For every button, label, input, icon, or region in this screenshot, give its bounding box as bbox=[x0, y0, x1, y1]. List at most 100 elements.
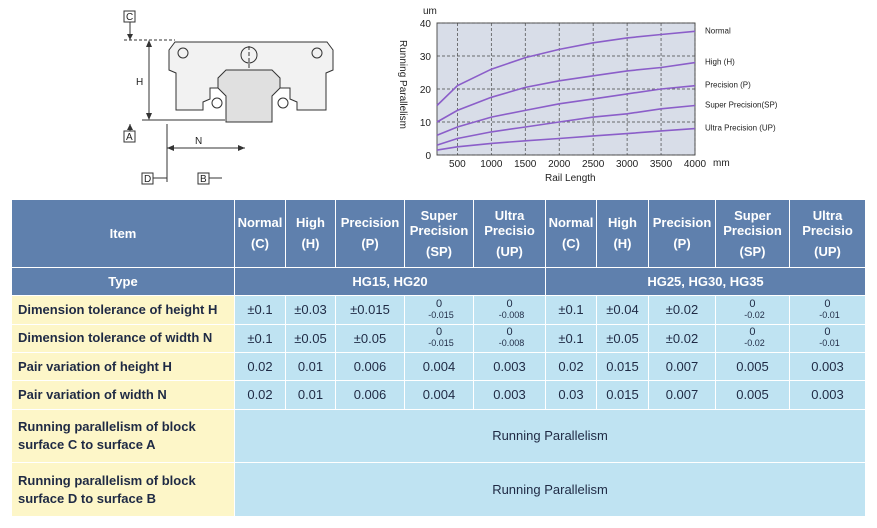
table-cell: 0.006 bbox=[335, 351, 405, 382]
table-cell: ±0.02 bbox=[648, 295, 716, 325]
x-tick-label: 1000 bbox=[480, 159, 503, 170]
grade-header: Super Precision (SP) bbox=[404, 199, 474, 268]
x-tick-label: 2000 bbox=[548, 159, 571, 170]
y-axis-label: Running Parallelism bbox=[397, 40, 408, 129]
table-cell: 0.005 bbox=[715, 380, 790, 410]
table-cell: ±0.05 bbox=[285, 323, 336, 353]
y-tick-label: 40 bbox=[420, 19, 432, 30]
grade-header: High (H) bbox=[285, 199, 336, 268]
table-cell: 0 -0.02 bbox=[715, 323, 790, 353]
row-label: Pair variation of height H bbox=[11, 351, 235, 382]
series-labels: Normal High (H) Precision (P) Super Precisi… bbox=[705, 26, 778, 132]
table-cell: 0 -0.008 bbox=[473, 323, 546, 353]
grade-header: Precision (P) bbox=[648, 199, 716, 268]
table-cell: 0.007 bbox=[648, 351, 716, 382]
merged-cell: Running Parallelism bbox=[234, 462, 866, 517]
table-cell: 0 -0.02 bbox=[715, 295, 790, 325]
table-cell: 0.01 bbox=[285, 351, 336, 382]
table-cell: ±0.04 bbox=[596, 295, 649, 325]
row-label-line2: surface D to surface B bbox=[18, 490, 156, 506]
table-cell: 0.003 bbox=[789, 351, 866, 382]
table-row: Pair variation of width N 0.02 0.01 0.006 0.… bbox=[11, 380, 866, 410]
grade-name: High bbox=[296, 215, 325, 231]
running-parallelism-chart: 500 1000 1500 2000 2500 3000 3500 4000 0 10 20 30 4… bbox=[397, 6, 778, 184]
row-label: Dimension tolerance of width N bbox=[11, 323, 235, 353]
table-cell: 0 -0.01 bbox=[789, 295, 866, 325]
grade-name: Precision bbox=[652, 215, 712, 231]
table-cell: 0 -0.015 bbox=[404, 295, 474, 325]
series-label: Ultra Precision (UP) bbox=[705, 124, 776, 133]
grade-header: Precision (P) bbox=[335, 199, 405, 268]
table-row: Running parallelism of block surface C to… bbox=[11, 408, 866, 464]
row-label: Dimension tolerance of height H bbox=[11, 295, 235, 325]
series-label: Precision (P) bbox=[705, 81, 751, 90]
grade-header: High (H) bbox=[596, 199, 649, 268]
x-unit-label: mm bbox=[713, 158, 730, 169]
table-cell: ±0.1 bbox=[545, 295, 597, 325]
x-tick-label: 1500 bbox=[514, 159, 537, 170]
x-axis-label: Rail Length bbox=[545, 173, 596, 184]
grade-code: (C) bbox=[561, 236, 581, 252]
type-row: Type HG15, HG20 HG25, HG30, HG35 bbox=[11, 266, 866, 297]
type-label: Type bbox=[11, 266, 235, 297]
series-label: Normal bbox=[705, 26, 731, 35]
table-cell: ±0.02 bbox=[648, 323, 716, 353]
y-tick-label: 20 bbox=[420, 85, 432, 96]
row-label: Running parallelism of block surface D to… bbox=[11, 462, 235, 517]
grade-header: Ultra Precisio (UP) bbox=[473, 199, 546, 268]
table-cell: 0.01 bbox=[285, 380, 336, 410]
table-cell: 0.004 bbox=[404, 351, 474, 382]
label-d: D bbox=[144, 174, 151, 185]
type-group-2: HG25, HG30, HG35 bbox=[545, 266, 866, 297]
table-row: Pair variation of height H 0.02 0.01 0.006 0… bbox=[11, 351, 866, 382]
table-cell: 0 -0.01 bbox=[789, 323, 866, 353]
table-cell: ±0.015 bbox=[335, 295, 405, 325]
x-tick-label: 3000 bbox=[616, 159, 639, 170]
grade-name: Normal bbox=[237, 215, 283, 231]
label-c: C bbox=[126, 12, 133, 23]
grade-name: Ultra Precisio bbox=[484, 207, 535, 238]
grade-name: High bbox=[608, 215, 637, 231]
grade-name: Super Precision bbox=[723, 207, 782, 238]
series-line bbox=[436, 30, 696, 107]
label-n: N bbox=[195, 136, 202, 147]
table-cell: 0 -0.008 bbox=[473, 295, 546, 325]
type-group-1: HG15, HG20 bbox=[234, 266, 546, 297]
grade-header: Super Precision (SP) bbox=[715, 199, 790, 268]
grade-code: (C) bbox=[250, 236, 270, 252]
y-tick-labels: 0 10 20 30 40 bbox=[420, 19, 432, 162]
item-header: Item bbox=[11, 199, 235, 268]
grade-code: (SP) bbox=[426, 243, 452, 259]
series-line bbox=[436, 127, 696, 151]
row-label: Pair variation of width N bbox=[11, 380, 235, 410]
table-cell: 0.02 bbox=[234, 351, 286, 382]
table-cell: ±0.03 bbox=[285, 295, 336, 325]
grade-header: Normal (C) bbox=[234, 199, 286, 268]
label-h: H bbox=[136, 77, 143, 88]
table-cell: ±0.1 bbox=[545, 323, 597, 353]
table-cell: ±0.05 bbox=[335, 323, 405, 353]
series-line bbox=[436, 84, 696, 136]
grade-code: (SP) bbox=[739, 243, 766, 259]
label-a: A bbox=[126, 132, 133, 143]
row-label: Running parallelism of block surface C to… bbox=[11, 408, 235, 464]
table-cell: 0.003 bbox=[473, 351, 546, 382]
table-cell: 0.02 bbox=[234, 380, 286, 410]
table-row: Dimension tolerance of height H ±0.1 ±0.03… bbox=[11, 295, 866, 325]
grade-name: Precision bbox=[340, 215, 400, 231]
grade-header: Normal (C) bbox=[545, 199, 597, 268]
table-cell: 0.006 bbox=[335, 380, 405, 410]
series-line bbox=[436, 104, 696, 146]
table-cell: 0.007 bbox=[648, 380, 716, 410]
cross-section-diagram: C H A N D B bbox=[123, 10, 334, 185]
grade-code: (P) bbox=[673, 236, 691, 252]
grade-name: Super Precision bbox=[409, 207, 469, 238]
x-tick-label: 2500 bbox=[582, 159, 605, 170]
table-cell: ±0.05 bbox=[596, 323, 649, 353]
chart-grid bbox=[437, 22, 696, 156]
table-cell: 0.003 bbox=[789, 380, 866, 410]
x-tick-label: 3500 bbox=[650, 159, 673, 170]
series-label: High (H) bbox=[705, 58, 735, 67]
y-tick-label: 10 bbox=[420, 118, 432, 129]
grade-header: Ultra Precisio (UP) bbox=[789, 199, 866, 268]
